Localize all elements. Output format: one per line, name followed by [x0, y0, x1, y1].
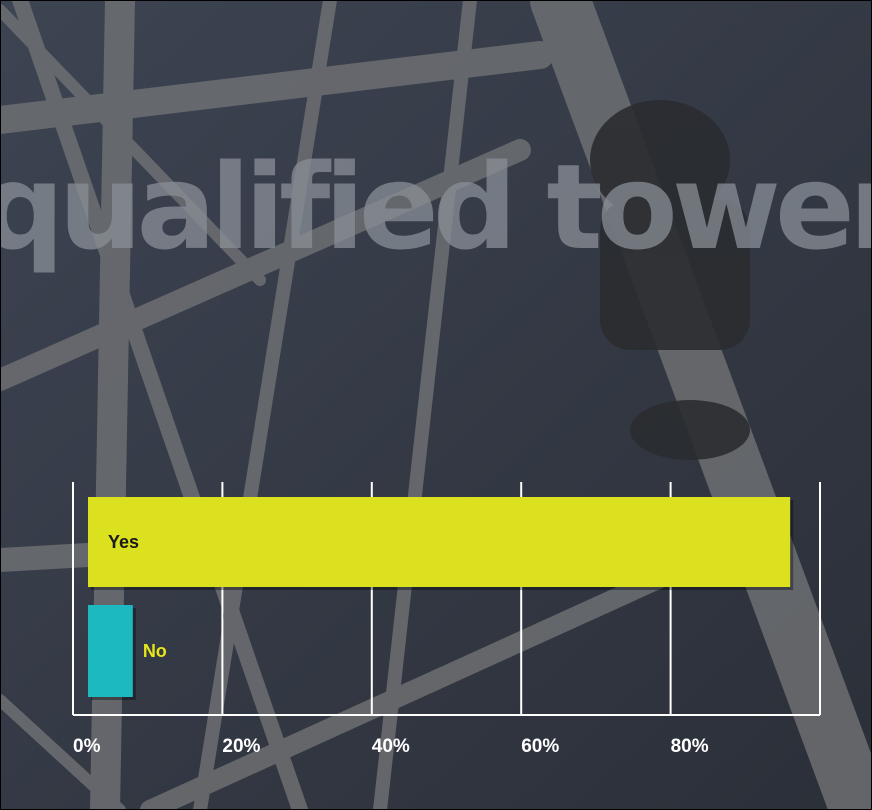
- x-tick-label: 40%: [372, 736, 410, 757]
- x-tick-label: 20%: [222, 736, 260, 757]
- x-tick-label: 60%: [521, 736, 559, 757]
- chart: qualified tower tec 0% 20% 40% 60% 80% Yes No: [0, 0, 872, 810]
- bar-label: No: [143, 641, 167, 661]
- bar-label: Yes: [108, 532, 139, 552]
- x-tick-label: 80%: [671, 736, 709, 757]
- bar: [88, 497, 790, 587]
- page: {"chart_data": {"type": "bar", "orientat…: [0, 0, 872, 810]
- background-text: qualified tower tec: [0, 138, 872, 276]
- bar: [88, 605, 133, 697]
- x-tick-label: 0%: [73, 736, 101, 757]
